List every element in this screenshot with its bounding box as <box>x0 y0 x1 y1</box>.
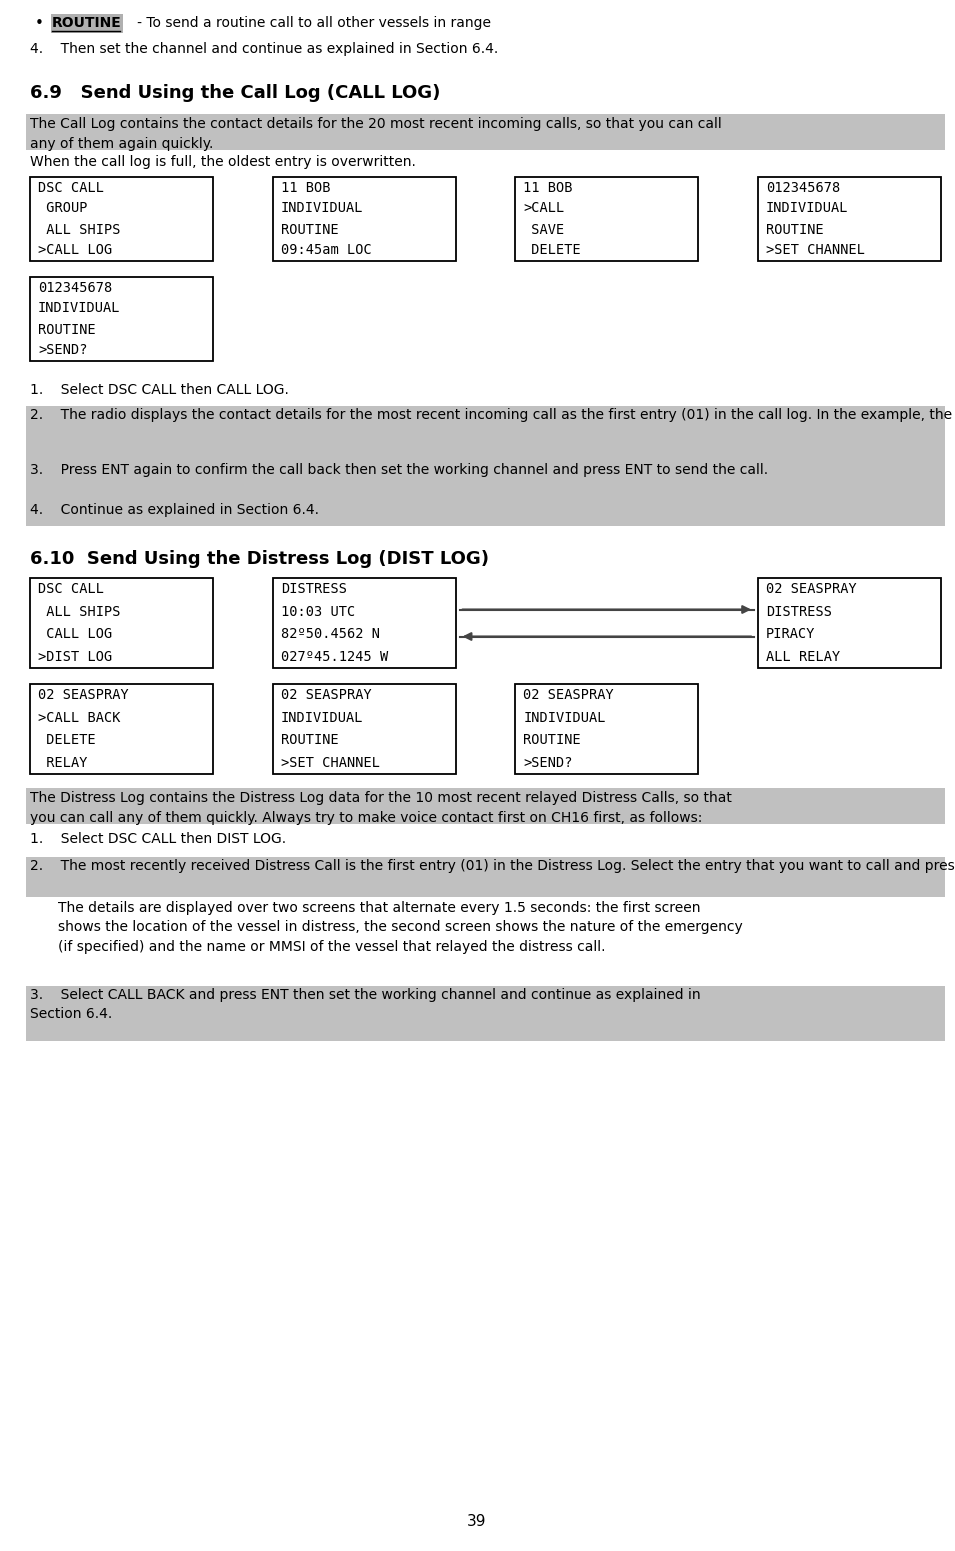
Text: 3.    Select CALL BACK and press ENT then set the working channel and continue a: 3. Select CALL BACK and press ENT then s… <box>30 988 701 1022</box>
Text: >CALL: >CALL <box>523 202 564 216</box>
Text: 2.    The radio displays the contact details for the most recent incoming call a: 2. The radio displays the contact detail… <box>30 408 955 422</box>
Text: CALL LOG: CALL LOG <box>38 627 113 641</box>
Text: 02 SEASPRAY: 02 SEASPRAY <box>766 582 857 596</box>
Text: INDIVIDUAL: INDIVIDUAL <box>38 301 120 315</box>
Text: 02 SEASPRAY: 02 SEASPRAY <box>523 689 614 703</box>
Text: ROUTINE: ROUTINE <box>523 734 581 748</box>
Bar <box>273 177 456 261</box>
Bar <box>516 177 698 261</box>
Text: DELETE: DELETE <box>38 734 96 748</box>
Text: INDIVIDUAL: INDIVIDUAL <box>281 710 363 724</box>
Text: PIRACY: PIRACY <box>766 627 816 641</box>
Text: >CALL LOG: >CALL LOG <box>38 244 113 257</box>
Bar <box>273 684 456 774</box>
Text: 4.    Continue as explained in Section 6.4.: 4. Continue as explained in Section 6.4. <box>30 503 319 516</box>
Text: ROUTINE: ROUTINE <box>38 323 96 337</box>
Bar <box>26 986 945 1041</box>
Text: 012345678: 012345678 <box>38 281 113 295</box>
Text: The Call Log contains the contact details for the 20 most recent incoming calls,: The Call Log contains the contact detail… <box>30 116 722 150</box>
Bar <box>26 501 945 526</box>
Text: 027º45.1245 W: 027º45.1245 W <box>281 650 388 664</box>
Text: RELAY: RELAY <box>38 755 88 769</box>
Text: DSC CALL: DSC CALL <box>38 582 104 596</box>
Bar <box>516 684 698 774</box>
Text: When the call log is full, the oldest entry is overwritten.: When the call log is full, the oldest en… <box>30 155 415 169</box>
Text: ROUTINE: ROUTINE <box>766 222 824 236</box>
Text: DISTRESS: DISTRESS <box>766 605 832 619</box>
Bar <box>26 461 945 501</box>
Text: INDIVIDUAL: INDIVIDUAL <box>523 710 605 724</box>
Text: •: • <box>35 16 44 31</box>
Text: 6.9   Send Using the Call Log (CALL LOG): 6.9 Send Using the Call Log (CALL LOG) <box>30 84 440 102</box>
Text: 012345678: 012345678 <box>766 180 840 194</box>
Text: ALL SHIPS: ALL SHIPS <box>38 605 120 619</box>
Text: INDIVIDUAL: INDIVIDUAL <box>766 202 848 216</box>
Text: >SET CHANNEL: >SET CHANNEL <box>281 755 380 769</box>
Text: ROUTINE: ROUTINE <box>52 16 121 29</box>
Text: DISTRESS: DISTRESS <box>281 582 347 596</box>
Bar <box>26 115 945 150</box>
Text: - To send a routine call to all other vessels in range: - To send a routine call to all other ve… <box>124 16 491 29</box>
Bar <box>30 684 213 774</box>
Bar <box>758 177 941 261</box>
Text: DELETE: DELETE <box>523 244 581 257</box>
Bar <box>30 579 213 668</box>
Bar <box>30 177 213 261</box>
Bar <box>26 406 945 461</box>
Text: ALL SHIPS: ALL SHIPS <box>38 222 120 236</box>
Text: 11 BOB: 11 BOB <box>281 180 330 194</box>
Text: 11 BOB: 11 BOB <box>523 180 573 194</box>
Text: 02 SEASPRAY: 02 SEASPRAY <box>281 689 371 703</box>
Text: >DIST LOG: >DIST LOG <box>38 650 113 664</box>
Text: 10:03 UTC: 10:03 UTC <box>281 605 355 619</box>
Text: >SEND?: >SEND? <box>38 343 88 357</box>
Bar <box>26 858 945 896</box>
Text: SAVE: SAVE <box>523 222 564 236</box>
Text: 1.    Select DSC CALL then DIST LOG.: 1. Select DSC CALL then DIST LOG. <box>30 831 287 845</box>
Text: 39: 39 <box>467 1514 487 1529</box>
Text: 2.    The most recently received Distress Call is the first entry (01) in the Di: 2. The most recently received Distress C… <box>30 859 955 873</box>
Bar <box>30 278 213 361</box>
Text: >SEND?: >SEND? <box>523 755 573 769</box>
Text: 02 SEASPRAY: 02 SEASPRAY <box>38 689 129 703</box>
Text: GROUP: GROUP <box>38 202 88 216</box>
Text: 1.    Select DSC CALL then CALL LOG.: 1. Select DSC CALL then CALL LOG. <box>30 383 288 397</box>
Text: 3.    Press ENT again to confirm the call back then set the working channel and : 3. Press ENT again to confirm the call b… <box>30 464 768 478</box>
Text: 09:45am LOC: 09:45am LOC <box>281 244 371 257</box>
Text: The details are displayed over two screens that alternate every 1.5 seconds: the: The details are displayed over two scree… <box>58 901 743 954</box>
Text: ALL RELAY: ALL RELAY <box>766 650 840 664</box>
Text: 82º50.4562 N: 82º50.4562 N <box>281 627 380 641</box>
Bar <box>758 579 941 668</box>
Bar <box>26 788 945 824</box>
Text: 6.10  Send Using the Distress Log (DIST LOG): 6.10 Send Using the Distress Log (DIST L… <box>30 551 489 568</box>
Text: >CALL BACK: >CALL BACK <box>38 710 120 724</box>
Text: INDIVIDUAL: INDIVIDUAL <box>281 202 363 216</box>
Text: >SET CHANNEL: >SET CHANNEL <box>766 244 865 257</box>
Bar <box>51 14 123 33</box>
Text: ROUTINE: ROUTINE <box>281 734 338 748</box>
Bar <box>273 579 456 668</box>
Text: ROUTINE: ROUTINE <box>281 222 338 236</box>
Text: The Distress Log contains the Distress Log data for the 10 most recent relayed D: The Distress Log contains the Distress L… <box>30 791 732 825</box>
Text: DSC CALL: DSC CALL <box>38 180 104 194</box>
Text: 4.    Then set the channel and continue as explained in Section 6.4.: 4. Then set the channel and continue as … <box>30 42 499 56</box>
